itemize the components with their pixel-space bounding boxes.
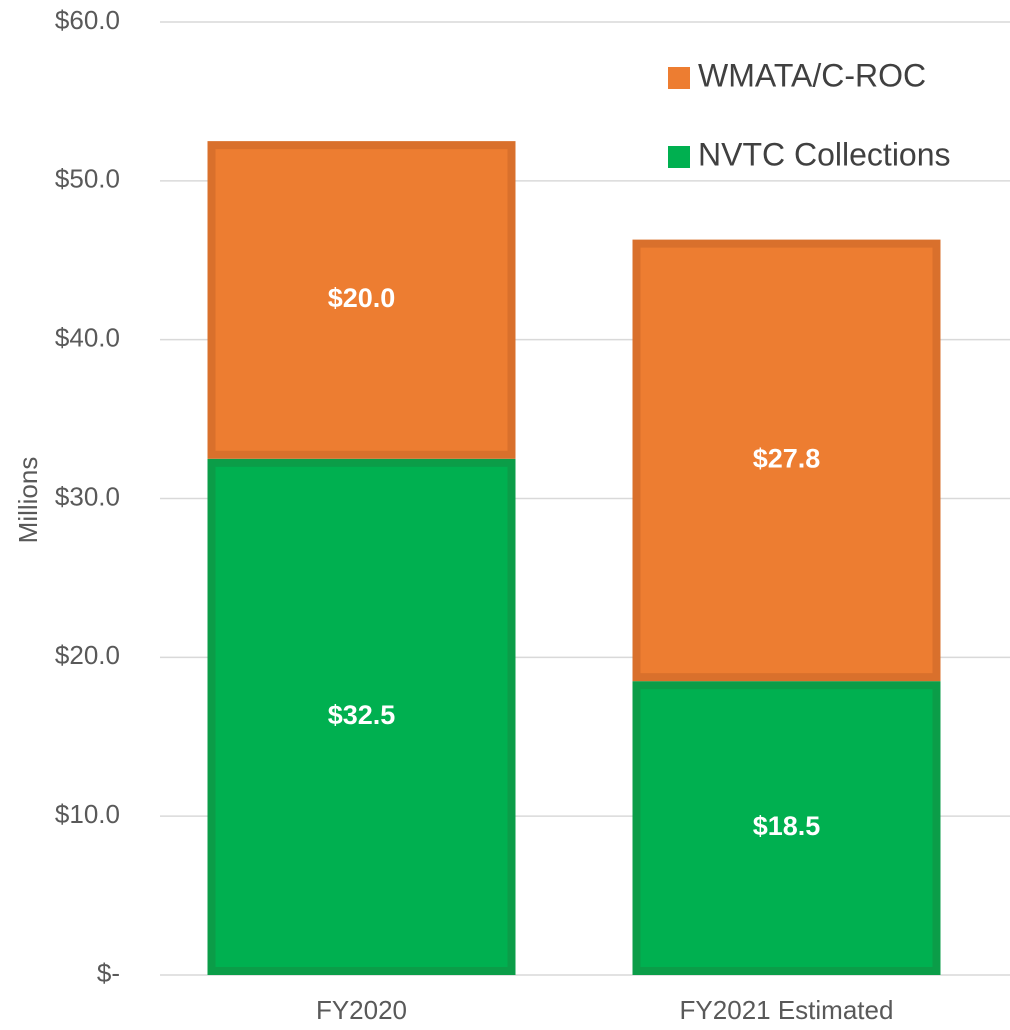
y-tick-label: $-	[97, 958, 120, 988]
legend-swatch	[668, 67, 690, 89]
bar-segment	[207, 141, 516, 459]
bar-segment	[632, 681, 941, 975]
legend-label: NVTC Collections	[698, 136, 951, 172]
y-axis-label: Millions	[13, 457, 43, 544]
y-tick-label: $20.0	[55, 640, 120, 670]
value-label: $20.0	[328, 283, 396, 313]
x-tick-label: FY2021 Estimated	[680, 995, 894, 1025]
bar-segment	[207, 458, 516, 975]
bar-segment	[632, 239, 941, 682]
y-tick-label: $60.0	[55, 5, 120, 35]
y-tick-label: $40.0	[55, 323, 120, 353]
x-tick-label: FY2020	[316, 995, 407, 1025]
y-tick-label: $50.0	[55, 164, 120, 194]
value-label: $18.5	[753, 811, 821, 841]
value-label: $27.8	[753, 444, 821, 474]
legend-swatch	[668, 146, 690, 168]
legend-label: WMATA/C-ROC	[698, 57, 926, 93]
value-label: $32.5	[328, 700, 396, 730]
y-tick-label: $30.0	[55, 481, 120, 511]
y-tick-label: $10.0	[55, 799, 120, 829]
